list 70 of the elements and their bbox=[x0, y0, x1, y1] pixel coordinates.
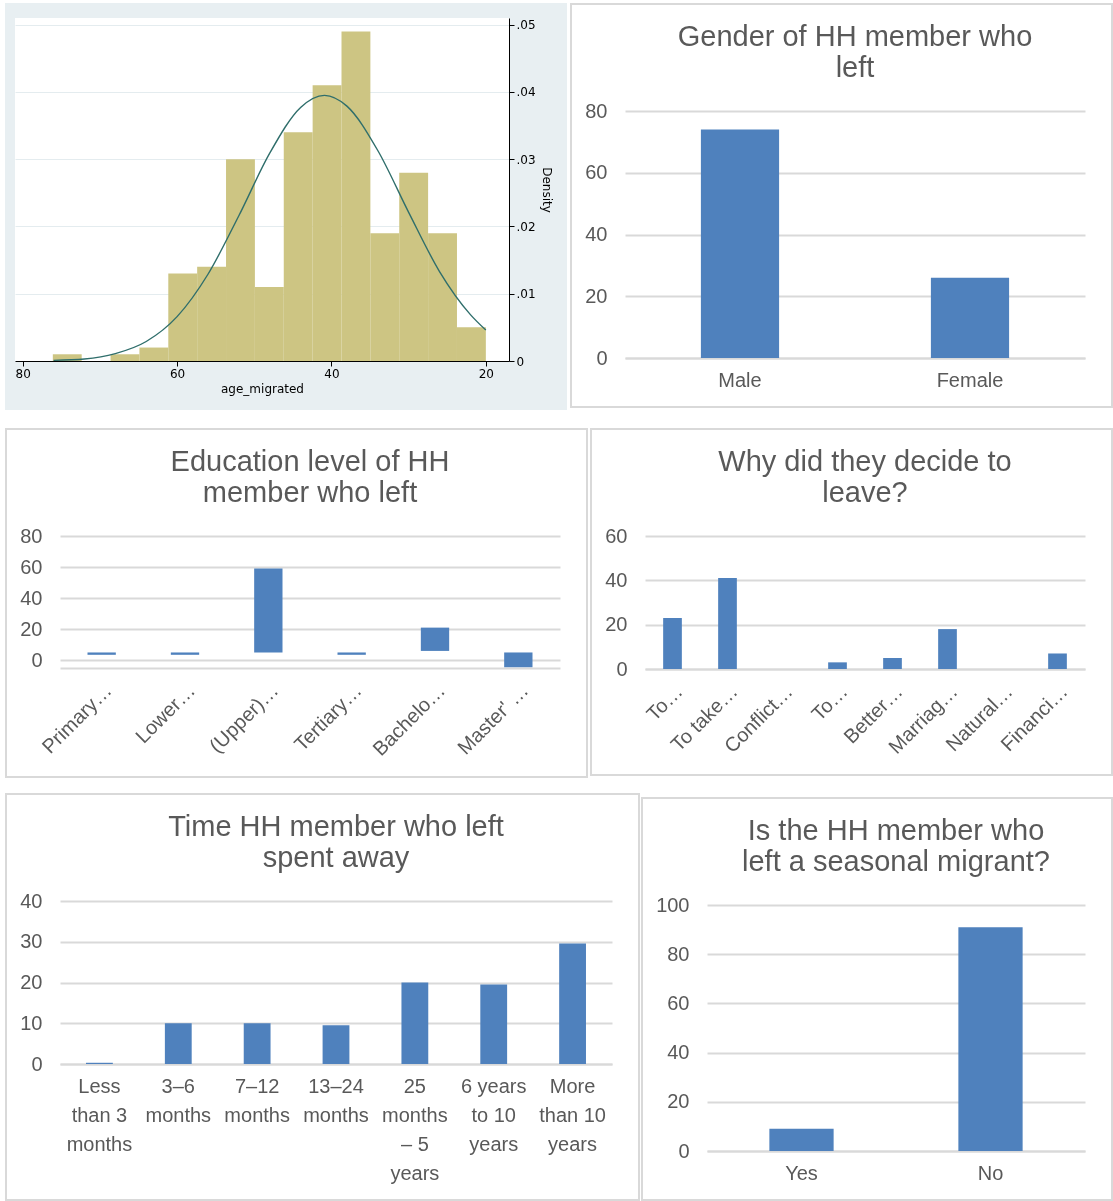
x-tick-label: 6 years to 10 years bbox=[460, 1074, 527, 1155]
y-tick-label: 20 bbox=[20, 617, 43, 640]
bar bbox=[1048, 653, 1067, 669]
y-tick-label: 40 bbox=[20, 586, 43, 609]
bar bbox=[164, 1023, 192, 1064]
y-tick-label: 60 bbox=[20, 555, 43, 578]
y-tick-label: 20 bbox=[605, 613, 628, 636]
y-axis-title: Density bbox=[539, 167, 554, 213]
x-tick-label: 13–24 months bbox=[303, 1074, 369, 1126]
x-tick-label: 25 months – 5 years bbox=[382, 1074, 448, 1184]
chart-title: Why did they decide to leave? bbox=[718, 445, 1012, 508]
bar bbox=[883, 657, 902, 669]
bar bbox=[504, 652, 533, 668]
y-tick-label: 0 bbox=[596, 346, 608, 369]
x-tick-label: 40 bbox=[324, 366, 340, 381]
y-tick-label: .04 bbox=[516, 85, 536, 100]
y-tick-label: 40 bbox=[585, 223, 608, 245]
bar bbox=[480, 984, 508, 1064]
bar bbox=[243, 1023, 271, 1064]
y-tick-label: 10 bbox=[20, 1011, 43, 1034]
bar bbox=[828, 662, 847, 669]
y-tick-label: 40 bbox=[20, 889, 43, 912]
y-tick-label: 20 bbox=[585, 284, 608, 307]
x-tick-label: 3–6 months bbox=[145, 1074, 212, 1126]
x-tick-label: No bbox=[977, 1161, 1004, 1184]
y-tick-label: 0 bbox=[616, 657, 628, 680]
bar bbox=[401, 982, 429, 1064]
x-tick-label: 20 bbox=[478, 366, 494, 381]
y-tick-label: 100 bbox=[656, 893, 690, 916]
y-tick-label: 0 bbox=[516, 354, 525, 369]
chart-title: Time HH member who left spent away bbox=[168, 810, 504, 873]
bar bbox=[170, 652, 200, 655]
bar bbox=[420, 627, 450, 651]
bar bbox=[87, 652, 116, 655]
bar bbox=[322, 1025, 350, 1064]
y-tick-label: 30 bbox=[20, 930, 43, 953]
y-tick-label: 80 bbox=[667, 942, 690, 965]
y-tick-label: .03 bbox=[516, 152, 536, 167]
chart-title: Education level of HH member who left bbox=[170, 445, 450, 508]
y-tick-label: 20 bbox=[20, 971, 43, 993]
x-tick-label: Yes bbox=[785, 1161, 818, 1184]
y-tick-label: 40 bbox=[667, 1041, 690, 1064]
y-tick-label: .05 bbox=[516, 18, 536, 33]
x-axis-title: age_migrated bbox=[221, 381, 304, 396]
chart-title: Is the HH member who left a seasonal migrant? bbox=[742, 814, 1050, 877]
bar bbox=[718, 578, 737, 669]
x-tick-label: 7–12 months bbox=[224, 1074, 290, 1126]
x-tick-label: Female bbox=[936, 368, 1004, 391]
y-tick-label: .02 bbox=[516, 219, 536, 234]
x-tick-label: Male bbox=[718, 368, 762, 391]
y-tick-label: 40 bbox=[605, 568, 628, 591]
y-tick-label: 80 bbox=[585, 99, 608, 122]
y-tick-label: 60 bbox=[605, 524, 628, 547]
y-tick-label: 60 bbox=[667, 991, 690, 1014]
y-tick-label: 0 bbox=[31, 648, 43, 671]
chart-title: Gender of HH member who left bbox=[677, 20, 1033, 83]
y-tick-label: .01 bbox=[516, 287, 536, 302]
x-tick-label: To… bbox=[642, 680, 687, 725]
x-tick-label: Less than 3 months bbox=[66, 1074, 133, 1155]
x-tick-label: 60 bbox=[169, 366, 186, 381]
bar bbox=[663, 618, 682, 669]
bar bbox=[938, 629, 957, 669]
bar bbox=[337, 652, 366, 655]
y-tick-label: 0 bbox=[31, 1052, 43, 1075]
y-tick-label: 0 bbox=[678, 1139, 690, 1162]
y-tick-label: 60 bbox=[585, 161, 608, 184]
bar bbox=[254, 568, 283, 653]
x-tick-label: More than 10 years bbox=[539, 1074, 606, 1155]
y-tick-label: 80 bbox=[20, 524, 43, 547]
bar bbox=[559, 943, 586, 1064]
